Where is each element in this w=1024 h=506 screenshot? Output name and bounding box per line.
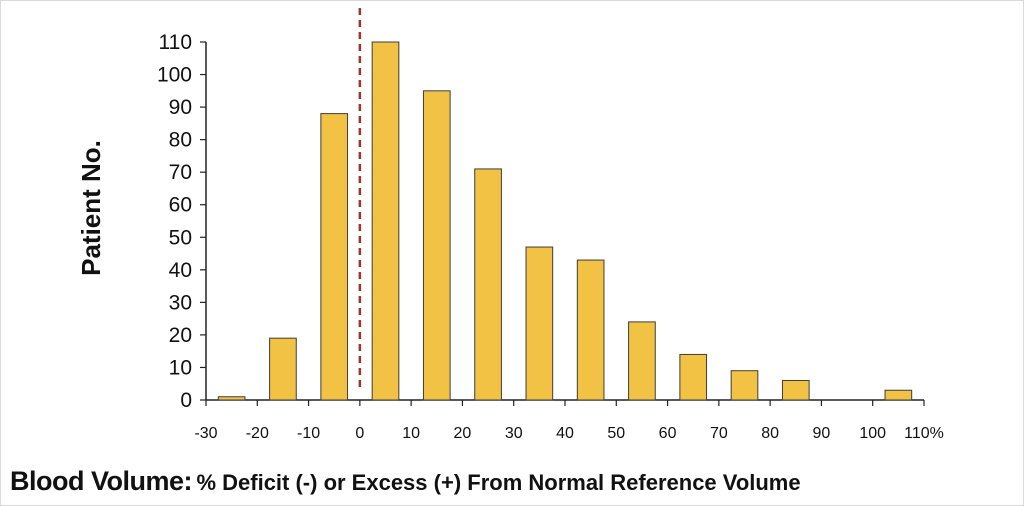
bars	[217, 41, 913, 401]
x-tick-label: -20	[246, 425, 269, 442]
y-tick-label: 20	[169, 324, 192, 347]
y-tick-label: 30	[169, 291, 192, 314]
x-tick-label: 30	[505, 425, 523, 442]
y-axis: 0 10 20 30 40 50 60 70 80 90 100 110	[157, 31, 207, 412]
x-tick-label: 110%	[904, 425, 944, 442]
x-tick-label: -10	[297, 425, 320, 442]
y-tick-label: 0	[180, 389, 192, 412]
x-tick-label: 40	[556, 425, 574, 442]
y-tick-label: 100	[157, 64, 192, 87]
y-tick-label: 50	[169, 226, 192, 249]
y-tick-label: 80	[169, 129, 192, 152]
bar	[628, 321, 656, 401]
bar	[474, 168, 502, 401]
x-axis-label-prefix: Blood Volume:	[10, 466, 193, 496]
x-tick-label: 20	[454, 425, 472, 442]
bar	[320, 113, 349, 401]
bar	[269, 337, 297, 401]
x-tick-label: 70	[710, 425, 728, 442]
y-tick-label: 60	[169, 194, 192, 217]
bar	[576, 259, 605, 401]
x-tick-label: 10	[402, 425, 420, 442]
x-axis: -30 -20 -10 0 10 20 30 40 50 60 70 80 90 100 110%	[194, 399, 944, 442]
y-tick-label: 70	[169, 161, 192, 184]
bar	[884, 389, 913, 401]
x-tick-label: 80	[761, 425, 779, 442]
x-axis-label: Blood Volume: % Deficit (-) or Excess (+…	[10, 466, 801, 497]
y-tick-label: 110	[159, 31, 192, 54]
x-tick-label: -30	[194, 425, 217, 442]
bar	[781, 379, 810, 401]
y-tick-label: 10	[169, 356, 192, 379]
x-tick-label: 100	[859, 425, 886, 442]
x-axis-label-rest: % Deficit (-) or Excess (+) From Normal …	[196, 470, 801, 495]
bar	[422, 90, 451, 401]
x-tick-label: 0	[355, 425, 364, 442]
x-tick-label: 50	[607, 425, 625, 442]
bar	[217, 396, 246, 401]
x-tick-label: 90	[813, 425, 831, 442]
x-tick-label: 60	[659, 425, 677, 442]
bar	[679, 353, 708, 401]
y-tick-label: 40	[169, 259, 192, 282]
bar	[525, 246, 554, 401]
bar	[371, 41, 400, 401]
y-axis-label: Patient No.	[76, 140, 106, 276]
y-tick-label: 90	[169, 96, 192, 119]
bar	[730, 370, 759, 401]
